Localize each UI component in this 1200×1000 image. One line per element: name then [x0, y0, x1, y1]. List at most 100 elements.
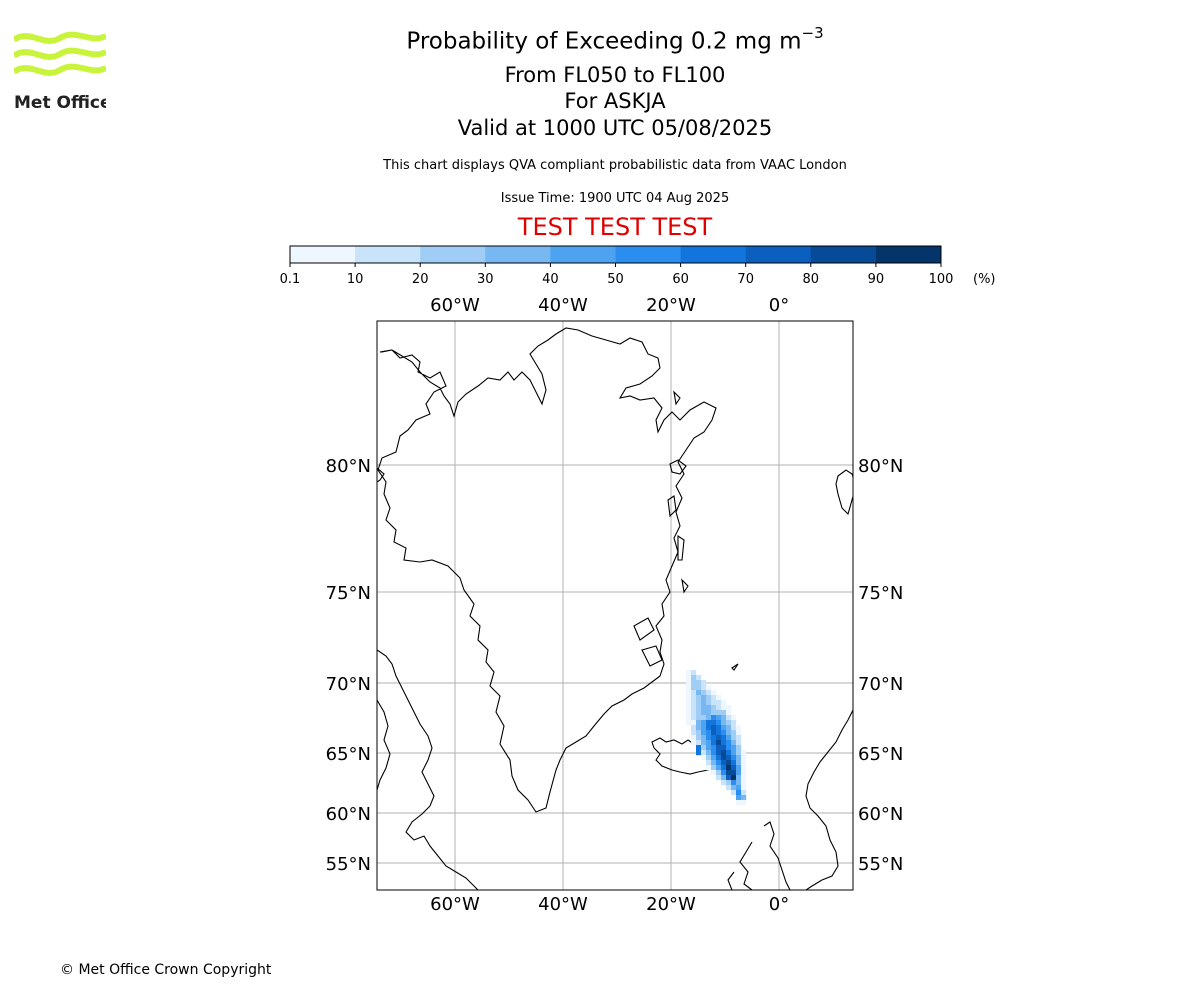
plume-cell [701, 705, 707, 711]
plume-cell [726, 740, 732, 746]
plume-cell [706, 765, 712, 771]
plume-cell [711, 720, 717, 726]
plume-cell [711, 695, 717, 701]
plume-cell [716, 755, 722, 761]
plume-cell [721, 770, 727, 776]
plume-cell [741, 765, 747, 771]
plume-cell [691, 690, 697, 696]
plume-cell [696, 735, 702, 741]
latitude-label: 55°N [858, 854, 903, 875]
plume-cell [736, 745, 742, 751]
plume-cell [721, 750, 727, 756]
plume-cell [721, 780, 727, 786]
colorbar-tick-label: 60 [672, 272, 689, 287]
plume-cell [731, 715, 737, 721]
latitude-label: 60°N [326, 804, 371, 825]
colorbar-tick-label: 30 [477, 272, 494, 287]
colorbar-tick-label: 90 [868, 272, 885, 287]
colorbar-tick-label: 0.1 [280, 272, 301, 287]
plume-cell [721, 765, 727, 771]
longitude-label: 60°W [430, 894, 480, 915]
latitude-label: 75°N [326, 583, 371, 604]
latitude-label: 70°N [858, 674, 903, 695]
colorbar-segment [745, 246, 812, 263]
plume-cell [711, 735, 717, 741]
colorbar-segment [290, 246, 356, 263]
plume-cell [726, 730, 732, 736]
met-office-waves-icon: Met Office [12, 31, 112, 113]
plume-cell [721, 715, 727, 721]
plume-cell [716, 710, 722, 716]
plume-cell [736, 795, 742, 801]
plume-cell [731, 720, 737, 726]
plume-cell [731, 760, 737, 766]
plume-cell [706, 745, 712, 751]
latitude-label: 65°N [326, 744, 371, 765]
plume-cell [741, 795, 747, 801]
colorbar-tick-label: 70 [737, 272, 754, 287]
plume-cell [706, 715, 712, 721]
plume-cell [736, 775, 742, 781]
plume-cell [701, 735, 707, 741]
plume-cell [721, 700, 727, 706]
plume-cell [736, 735, 742, 741]
latitude-label: 60°N [858, 804, 903, 825]
plume-cell [701, 715, 707, 721]
plume-cell [696, 675, 702, 681]
plume-cell [731, 765, 737, 771]
plume-cell [731, 725, 737, 731]
disclaimer-text: This chart displays QVA compliant probab… [383, 158, 847, 173]
plume-cell [726, 710, 732, 716]
plume-cell [706, 730, 712, 736]
plume-cell [736, 730, 742, 736]
plume-cell [716, 700, 722, 706]
plume-cell [716, 740, 722, 746]
plume-cell [716, 730, 722, 736]
plume-cell [716, 760, 722, 766]
plume-cell [741, 785, 747, 791]
plume-cell [711, 755, 717, 761]
plume-cell [701, 725, 707, 731]
plume-cell [721, 775, 727, 781]
plume-cell [721, 760, 727, 766]
plume-cell [691, 685, 697, 691]
latitude-label: 55°N [326, 854, 371, 875]
plume-cell [706, 755, 712, 761]
colorbar-segment [355, 246, 421, 263]
plume-cell [736, 750, 742, 756]
plume-cell [736, 780, 742, 786]
plume-cell [721, 735, 727, 741]
ash-probability-plume [686, 670, 747, 806]
plume-cell [696, 680, 702, 686]
plume-cell [686, 710, 692, 716]
plume-cell [701, 690, 707, 696]
latitude-label: 65°N [858, 744, 903, 765]
plume-cell [716, 725, 722, 731]
plume-cell [711, 745, 717, 751]
british-isles-coast [727, 821, 791, 890]
plume-cell [721, 740, 727, 746]
plume-cell [701, 680, 707, 686]
plume-cell [691, 735, 697, 741]
plume-cell [701, 710, 707, 716]
plume-cell [706, 740, 712, 746]
plume-cell [731, 745, 737, 751]
longitude-label: 60°W [430, 295, 480, 316]
colorbar-segment [810, 246, 877, 263]
colorbar-tick-label: 100 [929, 272, 954, 287]
map-frame [376, 320, 854, 891]
plume-cell [726, 720, 732, 726]
logo-text: Met Office [14, 93, 106, 112]
plume-cell [696, 725, 702, 731]
longitude-label: 40°W [538, 894, 588, 915]
plume-cell [691, 670, 697, 676]
plume-cell [701, 755, 707, 761]
plume-cell [696, 690, 702, 696]
plume-cell [701, 745, 707, 751]
plume-cell [716, 750, 722, 756]
plume-cell [696, 730, 702, 736]
plume-cell [716, 745, 722, 751]
plume-cell [731, 755, 737, 761]
plume-cell [736, 790, 742, 796]
plume-cell [711, 730, 717, 736]
